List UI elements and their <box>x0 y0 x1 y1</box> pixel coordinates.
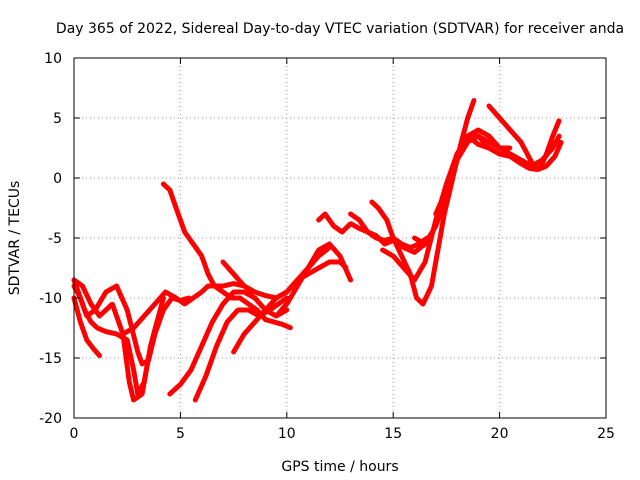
series-line-arc-1 <box>71 295 102 359</box>
series-line-arc-5 <box>120 281 256 337</box>
series-group <box>71 97 564 403</box>
series-line-arc-11 <box>273 241 354 319</box>
series-line-arc-13 <box>348 211 430 251</box>
series-line-arc-6 <box>160 181 294 331</box>
x-tick-label: 0 <box>70 426 79 442</box>
series-line-arc-19 <box>465 133 564 173</box>
x-tick-label: 20 <box>491 426 509 442</box>
x-axis-label: GPS time / hours <box>281 459 398 475</box>
x-tick-label: 25 <box>597 426 615 442</box>
x-axis-ticks: 0 5 10 15 20 25 <box>70 58 615 442</box>
y-tick-label: -10 <box>39 291 62 307</box>
x-tick-label: 15 <box>384 426 402 442</box>
y-axis-label: SDTVAR / TECUs <box>7 181 23 296</box>
x-tick-label: 5 <box>176 426 185 442</box>
grid <box>74 58 606 418</box>
y-axis-ticks: -20 -15 -10 -5 0 5 10 <box>39 51 606 427</box>
x-tick-label: 10 <box>278 426 296 442</box>
y-tick-label: 10 <box>44 51 62 67</box>
y-tick-label: 0 <box>53 171 62 187</box>
series-line-arc-18 <box>486 103 562 171</box>
series-line-arc-8 <box>192 295 290 403</box>
series-line-arc-3 <box>71 283 192 367</box>
chart-title: Day 365 of 2022, Sidereal Day-to-day VTE… <box>56 21 624 37</box>
y-tick-label: -15 <box>39 351 62 367</box>
y-tick-label: -5 <box>48 231 62 247</box>
y-tick-label: -20 <box>39 411 62 427</box>
series-line-arc-14 <box>369 97 477 307</box>
y-tick-label: 5 <box>53 111 62 127</box>
